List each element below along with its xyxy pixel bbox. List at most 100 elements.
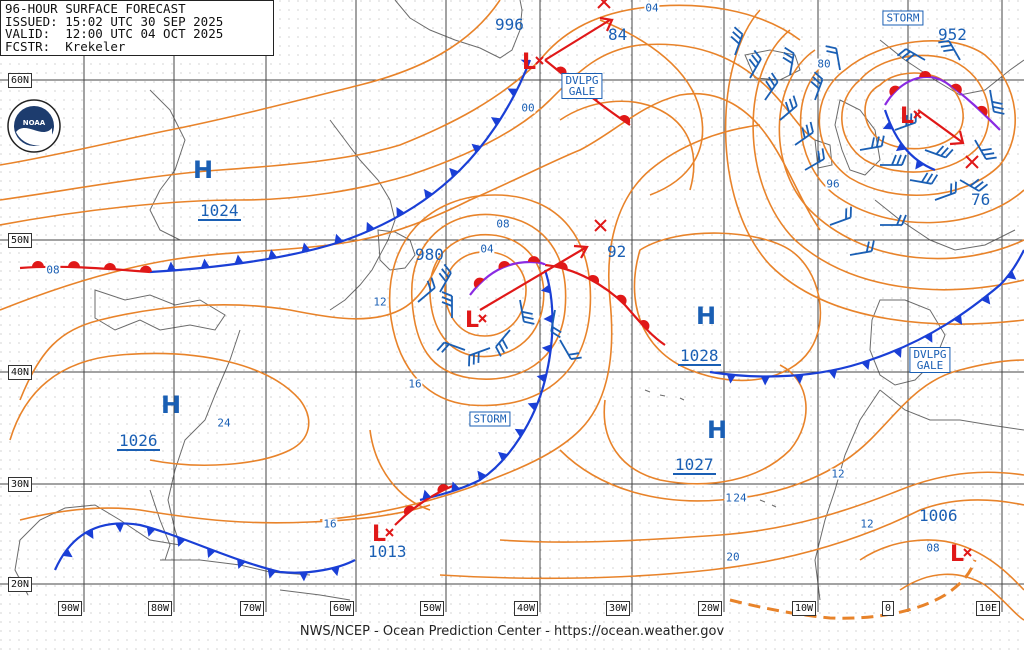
isobar-label: 12: [859, 517, 875, 531]
cold-front-triangle: [299, 572, 309, 582]
isobar-label: 16: [322, 517, 338, 531]
cold-front-triangle: [115, 523, 125, 533]
cold-front-triangle: [953, 314, 963, 325]
cold-front-triangle: [471, 143, 482, 154]
europe-coast: [874, 199, 1016, 251]
scandinavia-coast: [879, 39, 1024, 96]
isobar-label: 16: [407, 377, 423, 391]
great-lakes: [94, 289, 226, 331]
wind-barb: [794, 121, 814, 146]
cold-front-triangle: [527, 402, 538, 411]
cold-front-triangle: [301, 242, 311, 253]
low-pressure-label: 1006: [919, 506, 958, 525]
forecast-header: 96-HOUR SURFACE FORECAST ISSUED: 15:02 U…: [0, 0, 274, 56]
product-title: 96-HOUR SURFACE FORECAST: [5, 1, 186, 16]
wind-barb: [779, 95, 798, 121]
wind-barb: [880, 214, 907, 226]
warm-front-semicircle: [437, 484, 449, 493]
warm-front-semicircle: [977, 105, 988, 117]
warm-front-semicircle: [498, 260, 511, 270]
high-pressure-label: 1024: [198, 201, 241, 221]
cold-front-triangle: [543, 314, 553, 324]
lon-label: 0: [882, 601, 895, 616]
wind-barb: [859, 135, 885, 151]
greenland-coast: [394, 0, 523, 59]
isobar: [444, 251, 527, 337]
low-symbol: L: [465, 308, 487, 333]
wind-barb: [559, 339, 582, 360]
cold-front-triangle: [541, 344, 552, 354]
lat-label: 20N: [8, 577, 33, 592]
cold-front-triangle: [828, 369, 838, 380]
lon-label: 40W: [514, 601, 539, 616]
lat-label: 30N: [8, 477, 33, 492]
cold-front-triangle: [62, 548, 73, 558]
cold-front-triangle: [234, 254, 244, 265]
wind-barb: [441, 291, 453, 318]
cold-front-triangle: [861, 360, 870, 371]
cold-front-triangle: [177, 536, 186, 547]
logo-text: NOAA: [23, 119, 46, 127]
isobar: [859, 539, 1024, 591]
forecast-pressure-label: 76: [971, 190, 991, 209]
svg-text:L: L: [372, 522, 386, 547]
isobar: [559, 100, 695, 191]
forecast-x-icon: [597, 0, 611, 9]
track-arrow-head: [599, 16, 614, 32]
wind-barb: [880, 154, 907, 166]
isobar: [319, 124, 761, 521]
wind-barb: [829, 206, 852, 226]
newfoundland-coast: [377, 229, 416, 271]
isobar-label: 08: [45, 263, 61, 277]
low-symbol: L: [372, 522, 394, 547]
high-symbol: H: [707, 416, 728, 444]
wind-barb: [468, 347, 491, 367]
cold-front-triangle: [449, 167, 459, 178]
front-symbols: [31, 59, 1017, 582]
cold-front-triangle: [893, 347, 902, 358]
wind-barb: [519, 299, 535, 325]
warm-front: [394, 483, 456, 526]
footer-credit: NWS/NCEP - Ocean Prediction Center - htt…: [299, 624, 725, 639]
cold-front-triangle: [200, 258, 210, 269]
wind-barb: [438, 263, 452, 293]
track-arrow-head: [573, 244, 589, 259]
forecast-positions: [594, 0, 979, 232]
wind-barb: [764, 72, 779, 101]
warm-front-semicircle: [139, 265, 152, 273]
cold-front-triangle: [520, 59, 530, 66]
cold-front-triangle: [540, 284, 551, 294]
cold-front-triangle: [146, 526, 156, 537]
warm-front-semicircle: [619, 115, 631, 125]
isobar: [778, 49, 1024, 260]
isobar: [0, 43, 816, 226]
isobars: [0, 0, 1024, 621]
track-arrow: [479, 247, 586, 311]
svg-text:L: L: [900, 104, 914, 129]
isobar: [799, 59, 1024, 224]
cold-front-triangle: [396, 206, 405, 218]
warm-front-semicircle: [889, 85, 900, 96]
low-symbol: L: [900, 104, 922, 129]
cold-front-triangle: [166, 261, 176, 271]
high-symbol: H: [193, 156, 214, 184]
cold-front-triangle: [207, 548, 216, 559]
wind-barb: [959, 178, 989, 192]
cold-front-triangle: [490, 117, 501, 126]
noaa-logo: NOAA: [7, 99, 61, 153]
cold-front-triangle: [514, 428, 525, 438]
warning-box: DVLPG GALE: [909, 347, 951, 373]
wind-barb: [417, 277, 436, 303]
low-pressure-label: 980: [415, 245, 444, 264]
warm-front-semicircle: [919, 70, 932, 78]
labrador-coast: [329, 119, 396, 311]
isobar-label: 12: [372, 295, 388, 309]
lon-label: 10W: [792, 601, 817, 616]
isobar-label: 04: [644, 1, 660, 15]
track-arrow: [917, 109, 963, 143]
wind-barb: [550, 309, 562, 339]
forecast-x-icon: [594, 219, 607, 232]
low-pressure-label: 996: [495, 15, 524, 34]
lon-label: 50W: [420, 601, 445, 616]
warm-front-semicircle: [527, 256, 540, 263]
